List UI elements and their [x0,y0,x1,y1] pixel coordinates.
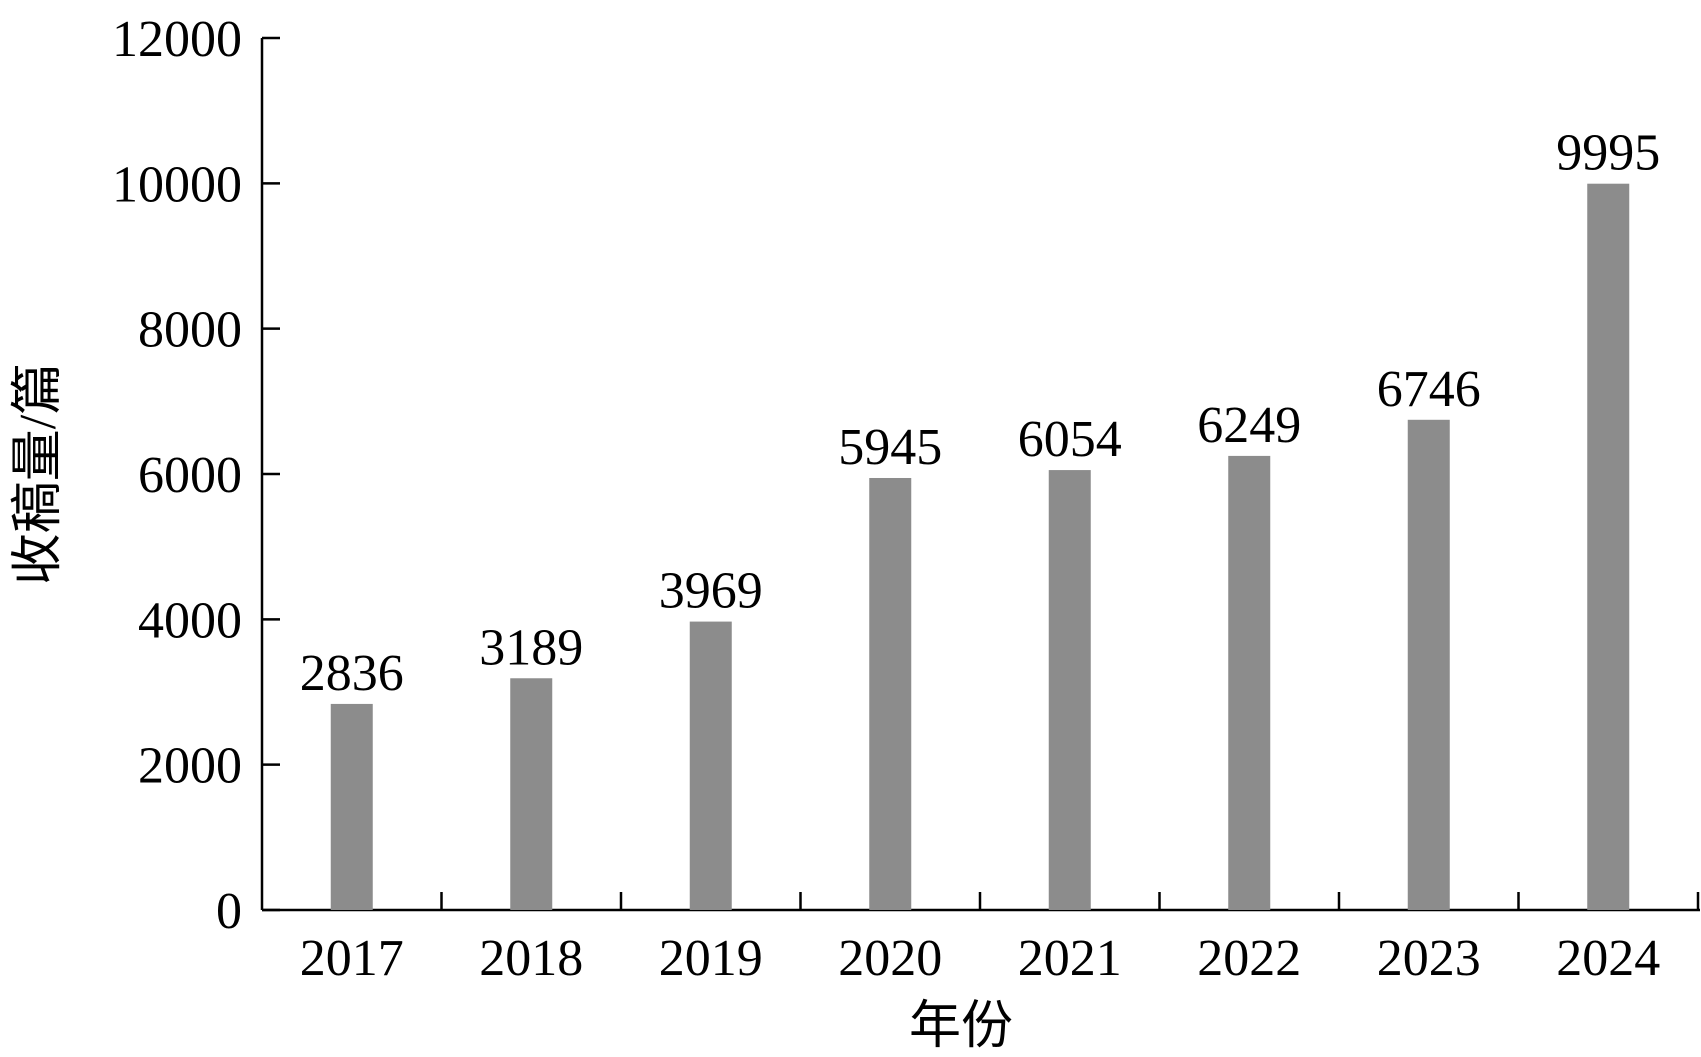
y-tick-label: 6000 [138,447,242,504]
x-tick-label: 2017 [300,930,404,987]
data-label: 9995 [1556,125,1660,182]
x-tick-label: 2020 [838,930,942,987]
x-axis-title: 年份 [909,998,1013,1055]
bars [330,183,1630,911]
data-label: 6249 [1197,397,1301,454]
y-tick-label: 4000 [138,592,242,649]
bar [689,621,732,910]
y-axis: 0 2000 4000 6000 8000 10000 12000 [112,11,280,940]
y-tick-label: 10000 [112,156,242,213]
bar [1048,470,1091,910]
x-tick-label: 2018 [479,930,583,987]
y-tick-label: 12000 [112,11,242,68]
bar [1228,455,1271,910]
bar [1407,419,1450,910]
data-labels: 2836 3189 3969 5945 6054 6249 6746 9995 [300,125,1661,702]
x-tick-label: 2022 [1197,930,1301,987]
bar [510,678,553,910]
data-label: 2836 [300,645,404,702]
y-axis-title: 收稿量/篇 [10,363,67,585]
x-tick-label: 2021 [1018,930,1122,987]
data-label: 5945 [838,419,942,476]
y-tick-label: 2000 [138,738,242,795]
data-label: 6054 [1018,411,1122,468]
y-tick-label: 8000 [138,302,242,359]
bar [869,477,912,910]
data-label: 3969 [659,563,763,620]
x-tick-label: 2019 [659,930,763,987]
data-label: 3189 [479,619,583,676]
x-axis: 2017 2018 2019 2020 2021 2022 2023 2024 [262,892,1700,987]
bar [330,703,373,910]
data-label: 6746 [1377,361,1481,418]
x-tick-label: 2024 [1556,930,1660,987]
x-tick-label: 2023 [1377,930,1481,987]
y-tick-label: 0 [216,883,242,940]
bar [1587,183,1630,911]
